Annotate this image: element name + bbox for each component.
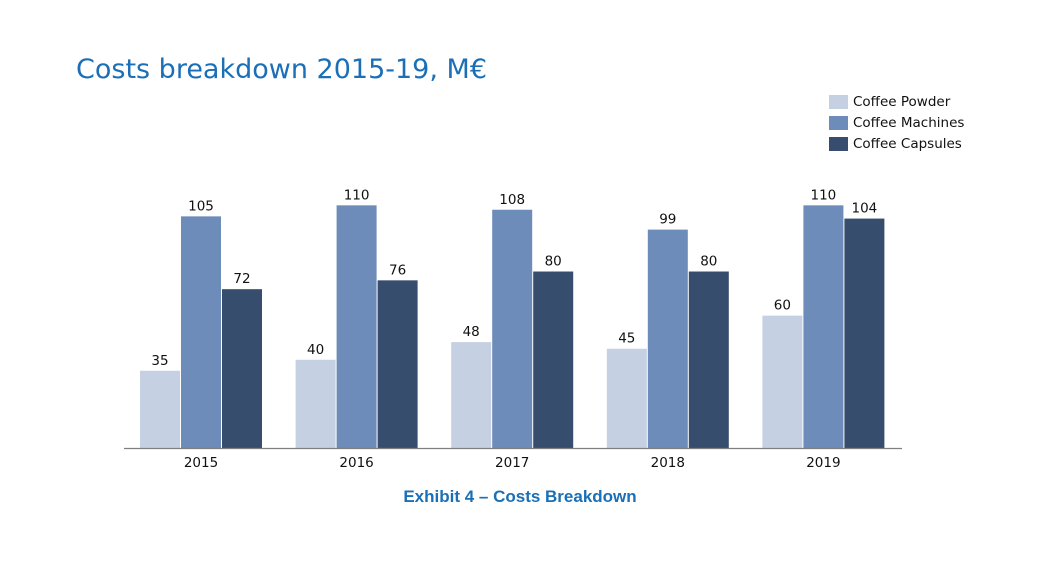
data-label-coffee-powder-2016: 40 xyxy=(307,342,324,358)
data-label-coffee-powder-2017: 48 xyxy=(463,324,480,340)
data-label-coffee-capsules-2015: 72 xyxy=(233,271,250,287)
legend-swatch-coffee-capsules xyxy=(829,136,848,151)
exhibit-caption: Exhibit 4 – Costs Breakdown xyxy=(403,487,637,506)
data-label-coffee-powder-2019: 60 xyxy=(774,298,791,314)
legend-swatch-coffee-machines xyxy=(829,115,848,130)
bar-coffee-machines-2018 xyxy=(647,229,688,448)
legend-label-coffee-machines: Coffee Machines xyxy=(853,114,965,131)
bar-coffee-capsules-2019 xyxy=(844,218,885,448)
bar-coffee-powder-2018 xyxy=(606,348,647,448)
bar-coffee-powder-2019 xyxy=(762,315,803,448)
bar-coffee-powder-2017 xyxy=(451,342,492,448)
bar-coffee-machines-2017 xyxy=(492,209,533,448)
bar-coffee-capsules-2017 xyxy=(533,271,574,448)
legend-label-coffee-capsules: Coffee Capsules xyxy=(853,135,962,152)
x-tick-label-2016: 2016 xyxy=(339,455,373,471)
bar-coffee-powder-2015 xyxy=(140,370,180,448)
data-label-coffee-machines-2016: 110 xyxy=(344,187,370,203)
data-label-coffee-capsules-2016: 76 xyxy=(389,262,406,278)
bar-coffee-capsules-2016 xyxy=(377,280,418,448)
data-label-coffee-powder-2018: 45 xyxy=(618,331,635,347)
legend-swatch-coffee-powder xyxy=(829,94,848,109)
x-tick-label-2015: 2015 xyxy=(184,455,218,471)
legend-item-coffee-capsules: Coffee Capsules xyxy=(829,133,964,154)
data-label-coffee-machines-2018: 99 xyxy=(659,212,676,228)
x-tick-label-2018: 2018 xyxy=(651,455,685,471)
data-label-coffee-machines-2019: 110 xyxy=(811,187,837,203)
x-tick-label-2019: 2019 xyxy=(806,455,840,471)
x-tick-label-2017: 2017 xyxy=(495,455,529,471)
data-label-coffee-capsules-2019: 104 xyxy=(852,201,878,217)
bar-coffee-capsules-2018 xyxy=(688,271,729,448)
data-label-coffee-powder-2015: 35 xyxy=(151,353,168,369)
bar-coffee-powder-2016 xyxy=(295,359,336,448)
data-label-coffee-capsules-2017: 80 xyxy=(545,254,562,270)
legend-label-coffee-powder: Coffee Powder xyxy=(853,93,951,110)
bar-coffee-machines-2019 xyxy=(803,205,844,448)
data-label-coffee-capsules-2018: 80 xyxy=(700,254,717,270)
legend-item-coffee-powder: Coffee Powder xyxy=(829,91,964,112)
data-label-coffee-machines-2015: 105 xyxy=(188,198,214,214)
bar-coffee-capsules-2015 xyxy=(222,289,262,448)
bar-coffee-machines-2016 xyxy=(336,205,377,448)
chart-title: Costs breakdown 2015-19, M€ xyxy=(76,54,487,85)
data-label-coffee-machines-2017: 108 xyxy=(499,192,525,208)
legend: Coffee Powder Coffee Machines Coffee Cap… xyxy=(829,91,964,154)
bar-coffee-machines-2015 xyxy=(181,216,221,448)
legend-item-coffee-machines: Coffee Machines xyxy=(829,112,964,133)
